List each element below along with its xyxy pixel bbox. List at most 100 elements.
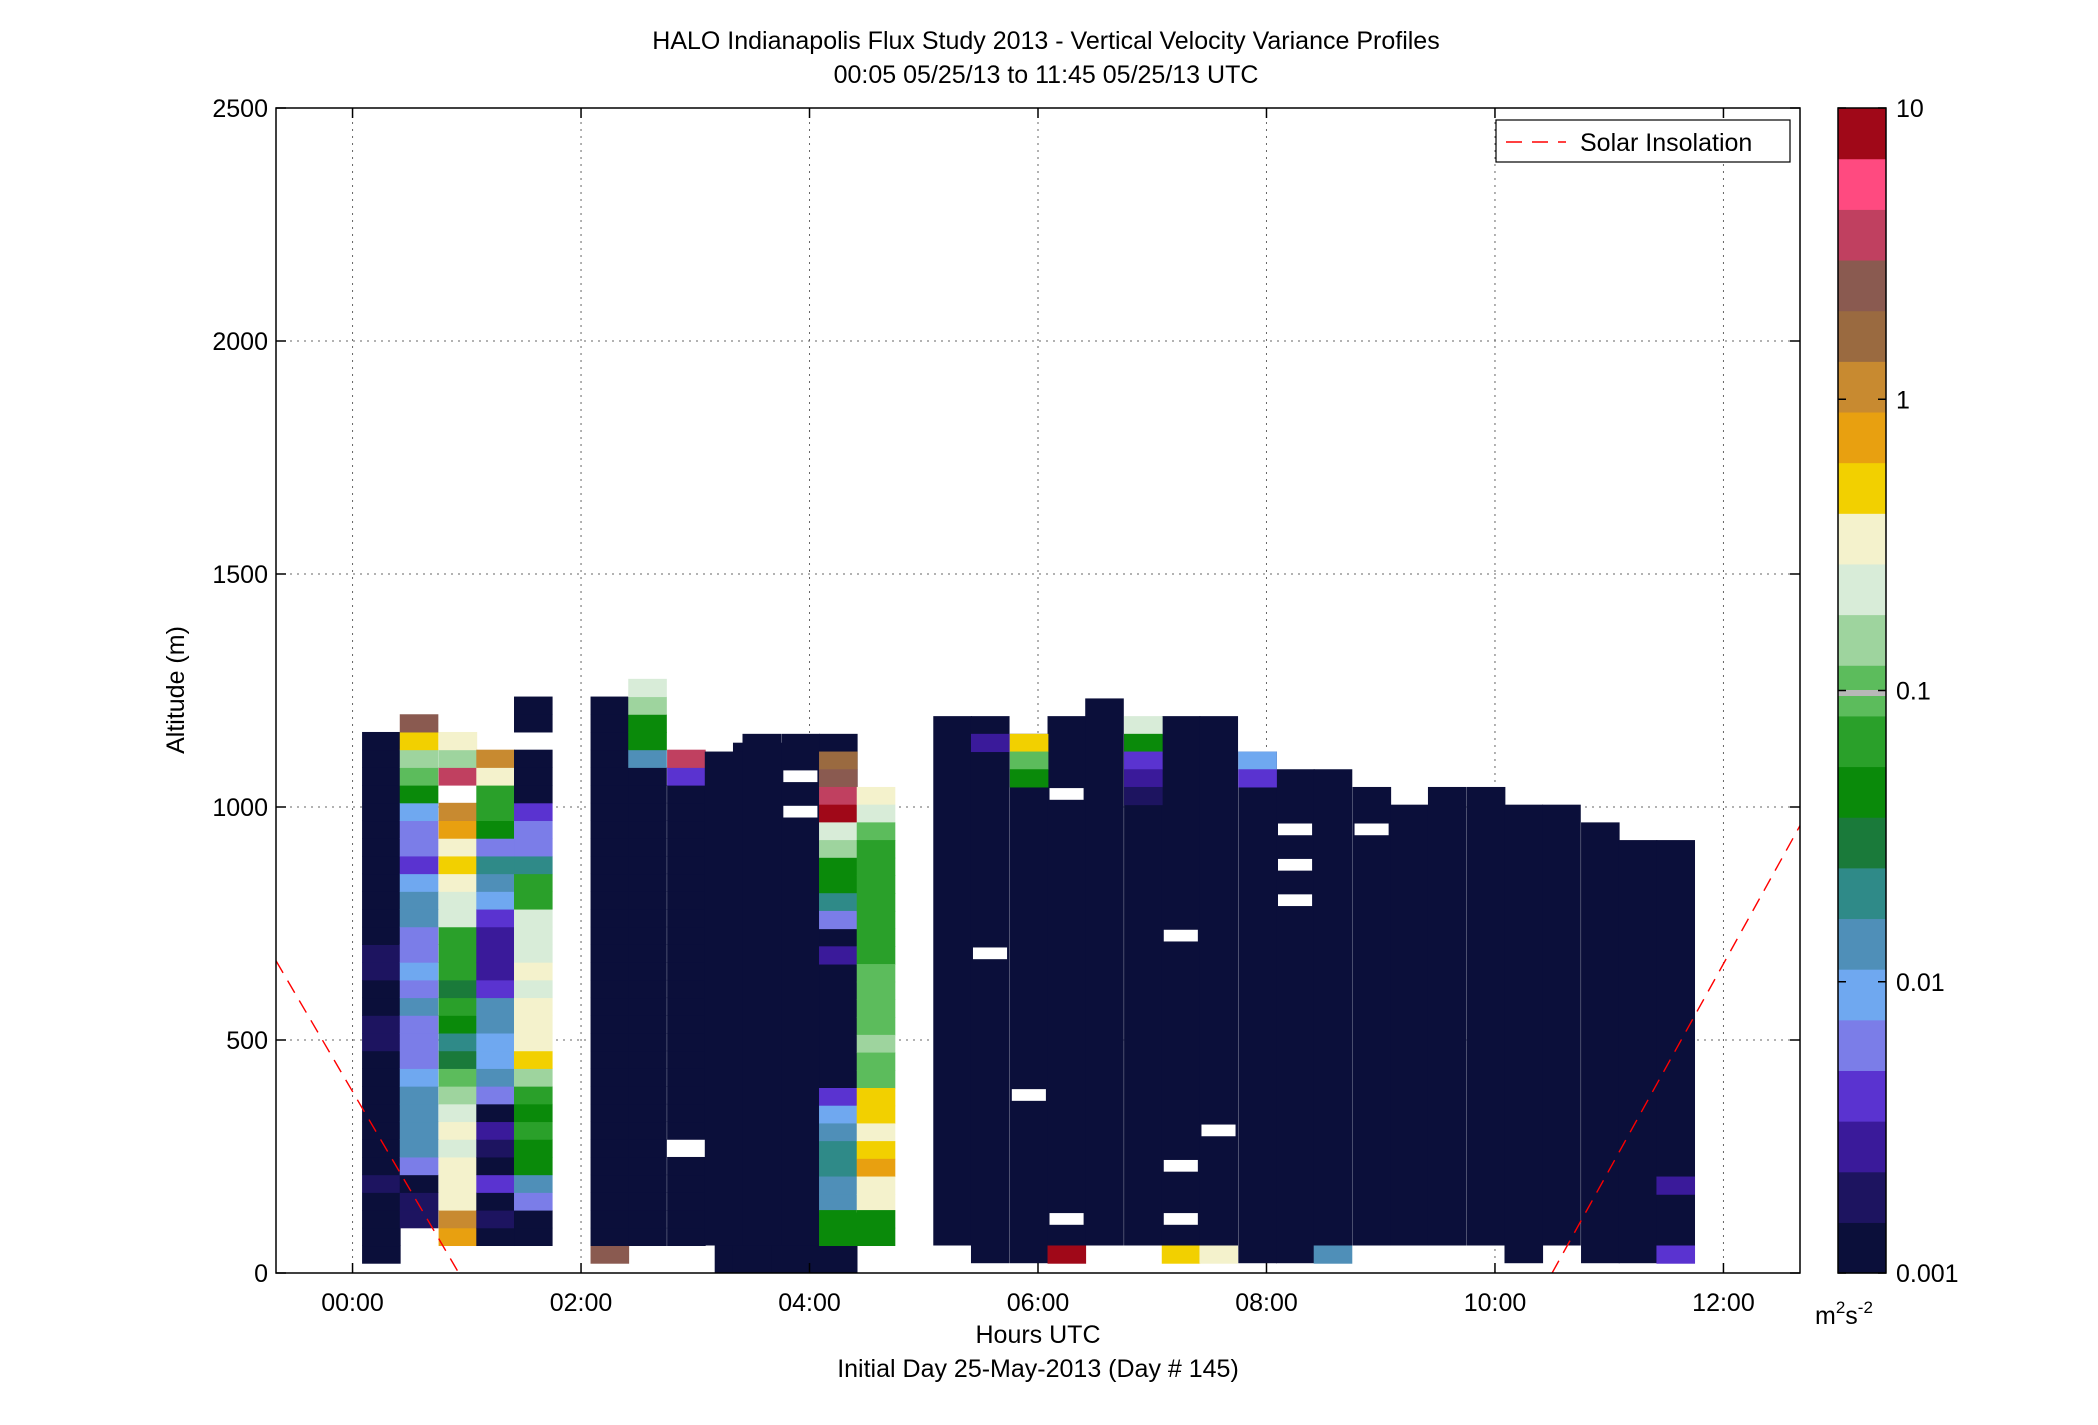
heatmap-cell [438, 1227, 478, 1247]
colorbar-unit-exp1: 2 [1836, 1298, 1845, 1317]
heatmap-cell [590, 1227, 630, 1247]
heatmap-cell [704, 751, 744, 1246]
heatmap-cell [362, 891, 401, 910]
heatmap-cell [667, 909, 706, 928]
heatmap-cell [399, 1033, 439, 1052]
heatmap-cell [399, 838, 439, 857]
heatmap-cell [399, 891, 439, 910]
heatmap-cell [819, 1105, 858, 1124]
heatmap-cell [856, 804, 896, 823]
heatmap-cell [628, 1086, 667, 1105]
heatmap-cell [819, 769, 858, 788]
heatmap-cell [590, 749, 630, 768]
x-axis-sublabel: Initial Day 25-May-2013 (Day # 145) [837, 1355, 1239, 1383]
heatmap-cell [856, 786, 896, 806]
heatmap-cell [362, 1050, 401, 1069]
chart-title: HALO Indianapolis Flux Study 2013 - Vert… [652, 27, 1439, 55]
heatmap-cell [667, 1086, 706, 1105]
x-axis-ticks: 00:00 02:00 04:00 06:00 08:00 10:00 12:00 [321, 108, 1755, 1317]
heatmap-cell [476, 1121, 515, 1140]
colorbar-tick-label: 0.001 [1896, 1260, 1959, 1288]
heatmap-cell [514, 909, 553, 928]
heatmap-cell [628, 1174, 667, 1193]
missing-cell [1049, 1213, 1084, 1225]
heatmap-cell [590, 714, 630, 733]
heatmap-cell [1390, 804, 1429, 1246]
heatmap-cell [1047, 1245, 1087, 1264]
heatmap-cell [438, 944, 478, 963]
heatmap-cell [781, 733, 820, 1246]
heatmap-cell [362, 802, 401, 822]
heatmap-cell [514, 785, 553, 804]
heatmap-cell [362, 1015, 401, 1034]
heatmap-cell [628, 909, 667, 928]
heatmap-cell [856, 1087, 896, 1107]
heatmap-cell [362, 997, 401, 1016]
x-tick-label: 12:00 [1692, 1289, 1755, 1317]
heatmap-cell [399, 962, 439, 981]
heatmap-cell [628, 802, 667, 822]
heatmap-cell [590, 873, 630, 892]
colorbar-segment [1838, 614, 1886, 666]
heatmap-cell [438, 1174, 478, 1193]
heatmap-cell [628, 944, 667, 963]
colorbar-tick-label: 0.1 [1896, 678, 1931, 706]
heatmap-cell [819, 910, 858, 930]
heatmap-cell [856, 981, 896, 1000]
heatmap-cell [1009, 751, 1049, 770]
x-tick-label: 10:00 [1464, 1289, 1527, 1317]
heatmap-cell [628, 855, 667, 875]
colorbar-segment [1838, 867, 1886, 920]
heatmap-cell [362, 1192, 401, 1211]
heatmap-cell [628, 1210, 667, 1229]
heatmap-cell [819, 893, 858, 912]
heatmap-cell [362, 820, 401, 839]
y-tick-label: 2500 [212, 95, 268, 123]
heatmap-cell [628, 1192, 667, 1211]
colorbar-unit-s: s [1845, 1302, 1858, 1330]
heatmap-cell [667, 944, 706, 963]
heatmap-cell [514, 1174, 553, 1193]
heatmap-cell [628, 1068, 667, 1087]
plot-area: 00:00 02:00 04:00 06:00 08:00 10:00 12:00 0 500… [212, 95, 1801, 1317]
colorbar-unit-exp2: -2 [1858, 1298, 1873, 1317]
heatmap-cell [1161, 716, 1201, 1246]
legend-box [1495, 119, 1791, 163]
heatmap-cell [476, 979, 515, 999]
heatmap-cell [399, 820, 439, 839]
solar-insolation-segment [1551, 825, 1801, 1274]
heatmap-cell [590, 696, 630, 715]
heatmap-cell [819, 875, 858, 894]
heatmap-cell [590, 731, 630, 751]
heatmap-cell [856, 1176, 896, 1195]
heatmap-cell [856, 875, 896, 894]
heatmap-cell [514, 855, 553, 875]
heatmap-cell [399, 909, 439, 928]
heatmap-cell [514, 979, 553, 999]
heatmap-cell [362, 962, 401, 981]
heatmap-cell [628, 979, 667, 999]
heatmap-cell [438, 1050, 478, 1069]
heatmap-cell [362, 731, 401, 751]
heatmap-cell [514, 749, 553, 768]
heatmap-cell [667, 1121, 706, 1140]
y-tick-label: 1500 [212, 561, 268, 589]
missing-cell [1049, 788, 1084, 800]
heatmap-cell [399, 1086, 439, 1105]
heatmap-cell [476, 1015, 515, 1034]
heatmap-cell [667, 1174, 706, 1193]
heatmap-cell [1504, 804, 1544, 1264]
heatmap-cell [362, 873, 401, 892]
heatmap-cell [1124, 786, 1163, 806]
heatmap-cell [856, 1105, 896, 1124]
heatmap-cell [438, 962, 478, 981]
heatmap-cell [856, 1158, 896, 1178]
heatmap-cell [970, 733, 1010, 753]
heatmap-cell [399, 1210, 439, 1229]
heatmap-cell [1009, 733, 1049, 1264]
heatmap-cell [476, 1227, 515, 1247]
heatmap-cell [856, 893, 896, 912]
missing-cell [1278, 858, 1313, 871]
heatmap-cell [438, 767, 478, 786]
